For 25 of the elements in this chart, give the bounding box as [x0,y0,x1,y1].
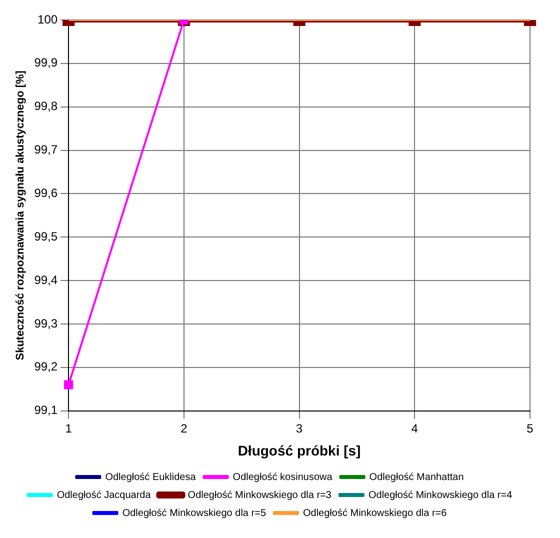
y-tick-label: 99,4 [34,272,58,287]
x-tick-label: 2 [180,421,188,436]
legend-label: Odległość Euklidesa [105,472,196,483]
y-tick-label: 99,2 [34,360,58,374]
y-axis-title: Skuteczność rozpoznawania sygnału akustycznego [%] [14,70,27,360]
y-tick-label: 99,7 [34,142,58,157]
legend-label: Odległość Minkowskiego dla r=6 [303,508,448,519]
x-tick-label: 4 [411,421,418,436]
y-tick-label: 99,8 [34,99,58,114]
legend-label: Odległość Minkowskiego dla r=5 [122,508,266,519]
y-tick-label: 99,5 [34,229,58,244]
legend-label: Odległość Manhattan [369,472,464,483]
legend-label: Odległość Minkowskiego dla r=3 [188,490,332,501]
x-tick-label: 1 [65,421,72,436]
y-tick-label: 99,3 [34,316,58,330]
y-tick-label: 99,6 [34,186,58,200]
legend-label: Odległość kosinusowa [232,472,333,483]
x-tick-label: 5 [526,421,534,436]
legend-label: Odległość Jacquarda [56,490,152,501]
x-axis-title: Długość próbki [s] [238,442,361,458]
legend-label: Odległość Minkowskiego dla r=4 [368,490,513,501]
x-tick-label: 3 [296,421,303,436]
y-tick-label: 99,1 [34,403,58,418]
y-tick-label: 99,9 [34,56,58,70]
y-tick-label: 100 [38,12,58,26]
